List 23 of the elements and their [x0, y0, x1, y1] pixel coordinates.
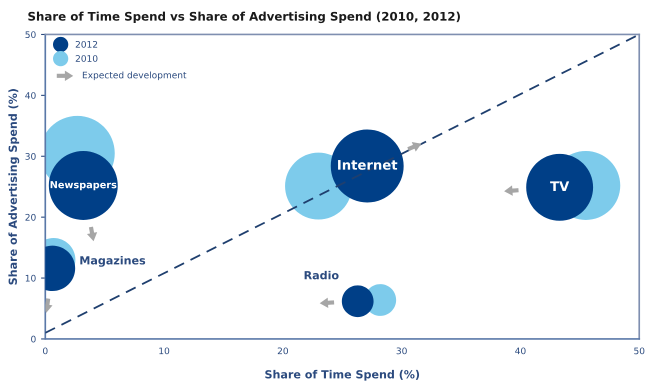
x-tick-label: 20 [278, 347, 288, 354]
chart-title: Share of Time Spend vs Share of Advertising Spend (2010, 2012) [28, 12, 460, 24]
x-tick-label: 40 [515, 347, 526, 354]
annotation: Newspapers [50, 181, 116, 190]
annotation: TV [550, 181, 570, 191]
annotation: Magazines [80, 256, 146, 267]
x-tick-label: 10 [159, 347, 170, 354]
annotation: Expected development [82, 71, 186, 80]
x-axis-title: Share of Time Spend (%) [265, 370, 420, 381]
y-tick-label: 40 [25, 92, 36, 99]
y-tick-label: 10 [26, 274, 36, 282]
legend-label: 2012 [76, 40, 98, 48]
y-tick-label: 50 [25, 31, 36, 38]
y-tick-label: 30 [25, 152, 36, 160]
legend-label: 2010 [76, 55, 98, 62]
annotation: Radio [304, 270, 339, 280]
y-axis-title: Share of Advertising Spend (%) [8, 89, 20, 285]
x-tick-label: 30 [396, 347, 407, 354]
y-tick-label: 20 [25, 214, 36, 221]
y-tick-label: 0 [31, 336, 36, 343]
x-tick-label: 0 [43, 347, 48, 354]
x-tick-label: 50 [634, 347, 644, 354]
annotation: Internet [338, 160, 398, 170]
